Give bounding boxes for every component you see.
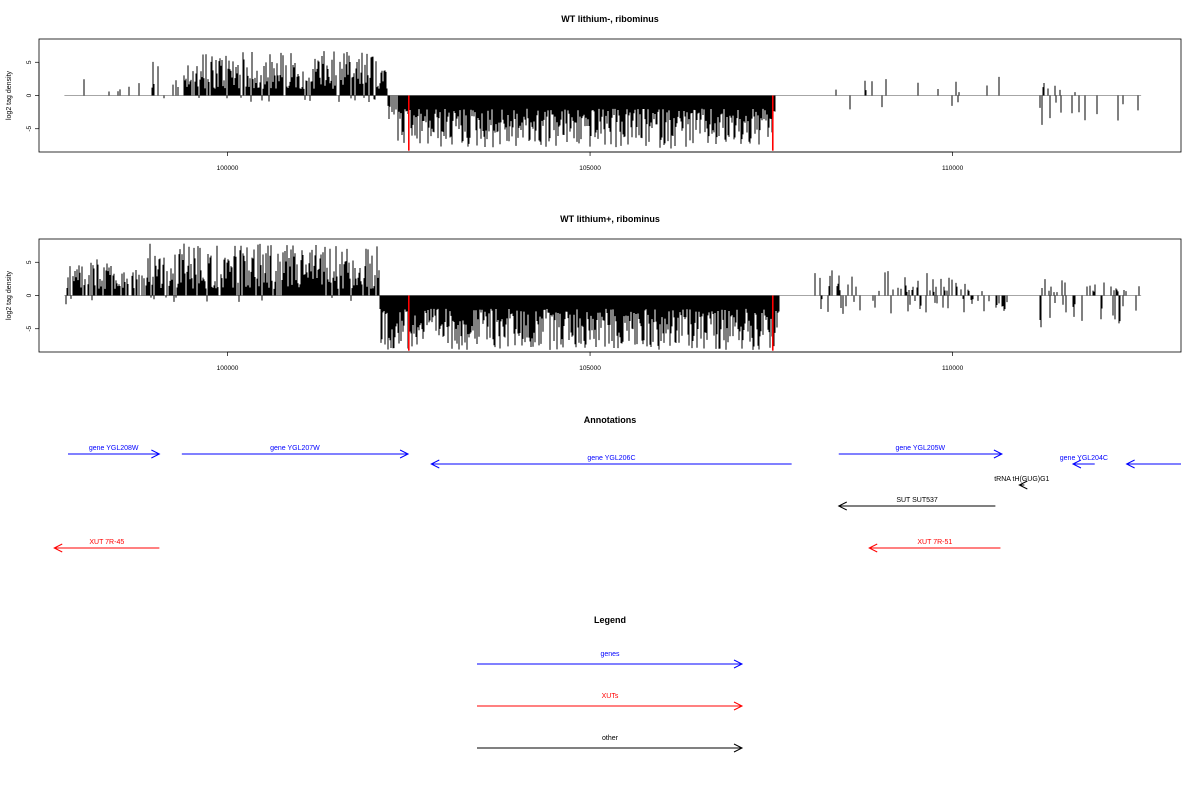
annotation-label: SUT SUT537	[896, 497, 938, 504]
annotation-label: tRNA tH(GUG)G1	[994, 476, 1049, 483]
annotation-label: XUT 7R-45	[89, 539, 124, 546]
annotation-label: gene YGL207W	[270, 445, 320, 452]
x-tick-label: 105000	[579, 165, 601, 172]
annotation-label: gene YGL208W	[89, 445, 139, 452]
track-title: WT lithium+, ribominus	[560, 214, 660, 224]
y-tick-label: 0	[26, 293, 33, 297]
y-axis-label: log2 tag density	[6, 270, 13, 320]
x-tick-label: 100000	[217, 165, 239, 172]
annotation-label: XUT 7R-51	[917, 539, 952, 546]
track-title: WT lithium-, ribominus	[561, 14, 659, 24]
x-tick-label: 100000	[217, 365, 239, 372]
y-tick-label: -5	[26, 125, 33, 131]
y-axis-label: log2 tag density	[6, 70, 13, 120]
annotation-label: gene YGL204C	[1060, 455, 1108, 462]
annotation-label: gene YGL206C	[587, 455, 635, 462]
legend-label: other	[602, 735, 619, 742]
y-tick-label: 0	[26, 93, 33, 97]
y-tick-label: -5	[26, 325, 33, 331]
annotation-label: gene YGL205W	[895, 445, 945, 452]
y-tick-label: 5	[26, 260, 33, 264]
x-tick-label: 105000	[579, 365, 601, 372]
genome-browser-figure: WT lithium-, ribominus 5 0 -5 100000 105000 1…	[0, 0, 1200, 800]
legend-label: XUTs	[602, 693, 619, 700]
annotations-title: Annotations	[584, 415, 637, 425]
legend-title: Legend	[594, 615, 626, 625]
legend-label: genes	[600, 651, 620, 658]
x-tick-label: 110000	[942, 165, 964, 172]
y-tick-label: 5	[26, 60, 33, 64]
x-tick-label: 110000	[942, 365, 964, 372]
